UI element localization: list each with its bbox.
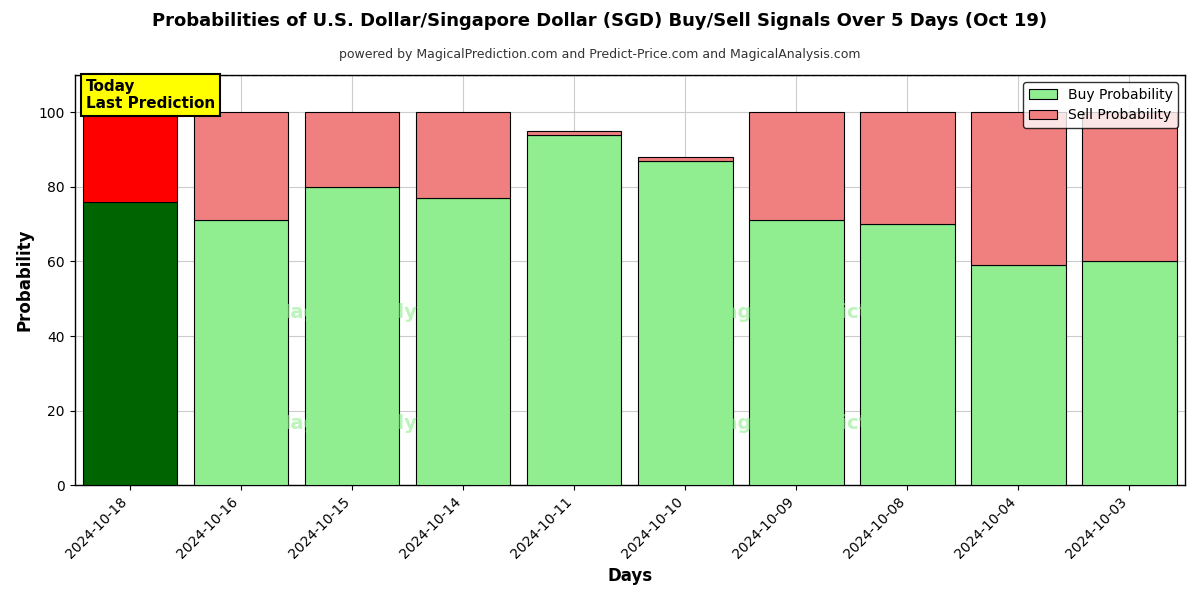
Legend: Buy Probability, Sell Probability: Buy Probability, Sell Probability <box>1024 82 1178 128</box>
Bar <box>638 157 732 161</box>
Bar <box>638 161 732 485</box>
Bar <box>305 112 400 187</box>
Bar <box>749 112 844 220</box>
Bar <box>860 112 955 224</box>
Bar <box>527 134 622 485</box>
Text: Today
Last Prediction: Today Last Prediction <box>85 79 215 111</box>
Bar <box>527 131 622 134</box>
Text: MagicalAnalysis.com: MagicalAnalysis.com <box>271 304 499 322</box>
Bar <box>416 112 510 198</box>
Bar <box>416 198 510 485</box>
Bar <box>194 112 288 220</box>
X-axis label: Days: Days <box>607 567 653 585</box>
Text: powered by MagicalPrediction.com and Predict-Price.com and MagicalAnalysis.com: powered by MagicalPrediction.com and Pre… <box>340 48 860 61</box>
Text: Probabilities of U.S. Dollar/Singapore Dollar (SGD) Buy/Sell Signals Over 5 Days: Probabilities of U.S. Dollar/Singapore D… <box>152 12 1048 30</box>
Text: MagicalPrediction.com: MagicalPrediction.com <box>704 414 954 433</box>
Y-axis label: Probability: Probability <box>16 229 34 331</box>
Text: MagicalAnalysis.com: MagicalAnalysis.com <box>271 414 499 433</box>
Bar <box>971 265 1066 485</box>
Bar <box>749 220 844 485</box>
Bar <box>194 220 288 485</box>
Bar <box>1082 262 1177 485</box>
Bar <box>305 187 400 485</box>
Bar <box>1082 112 1177 262</box>
Bar <box>860 224 955 485</box>
Bar <box>83 112 178 202</box>
Text: MagicalPrediction.com: MagicalPrediction.com <box>704 304 954 322</box>
Bar <box>971 112 1066 265</box>
Bar <box>83 202 178 485</box>
